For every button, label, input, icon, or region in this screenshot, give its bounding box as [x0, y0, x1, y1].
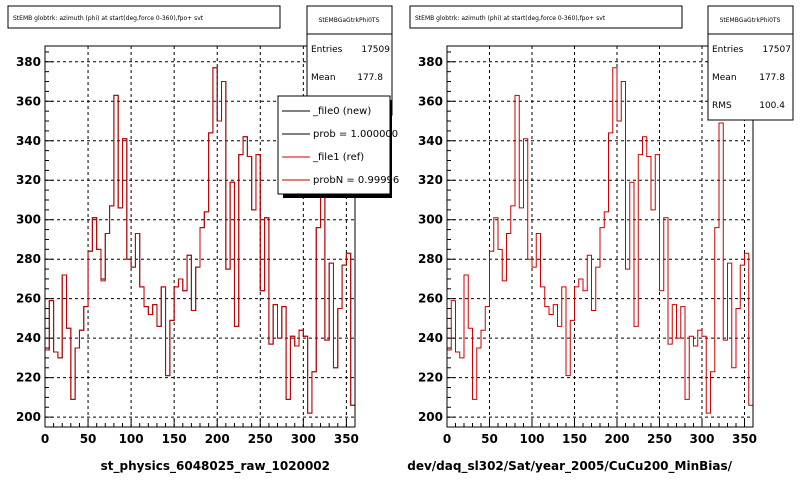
right-ytick-label-1: 220: [418, 371, 443, 385]
left-panel: StEMB globtrk: azimuth (phi) at start(de…: [7, 5, 399, 474]
right-xtick-label-0: 0: [443, 432, 451, 446]
legend-box: [277, 95, 391, 195]
right-xtick-label-2: 100: [519, 432, 544, 446]
right-xtick-label-5: 250: [647, 432, 672, 446]
right-title-box: [409, 5, 683, 29]
right-ytick-label-0: 200: [418, 410, 443, 424]
left-title: StEMB globtrk: azimuth (phi) at start(de…: [13, 15, 204, 22]
right-plot-area: 0 50 100 150 200 250 300 350 200 220 240 260 280 300 3…: [418, 45, 757, 446]
right-ytick-label-7: 340: [418, 134, 443, 148]
right-stats-rms-label: RMS: [712, 101, 732, 111]
left-x-axis-label: st_physics_6048025_raw_1020002: [101, 459, 330, 474]
right-xtick-label-1: 50: [481, 432, 498, 446]
left-stats-entries: 17509: [361, 45, 390, 55]
right-ytick-label-6: 320: [418, 173, 443, 187]
right-stats-name: StEMBGaGtrkPhi0TS: [720, 17, 781, 24]
right-stats-mean-label: Mean: [712, 73, 737, 83]
legend-entry-2: _file1 (ref): [312, 152, 364, 163]
left-ytick-label-9: 380: [16, 55, 41, 69]
left-ytick-label-5: 300: [16, 213, 41, 227]
right-stats-entries: 17507: [762, 45, 791, 55]
right-xtick-label-3: 150: [562, 432, 587, 446]
right-x-axis-label: dev/daq_sl302/Sat/year_2005/CuCu200_MinB…: [407, 459, 732, 474]
legend-entry-1: prob = 1.000000: [313, 129, 398, 140]
left-xtick-label-6: 300: [291, 432, 316, 446]
left-xtick-label-3: 150: [162, 432, 187, 446]
right-xtick-label-7: 350: [732, 432, 757, 446]
right-ytick-label-3: 260: [418, 292, 443, 306]
right-stats-mean: 177.8: [759, 73, 785, 83]
legend: _file0 (new) prob = 1.000000 _file1 (ref…: [277, 95, 399, 198]
left-ytick-label-0: 200: [16, 410, 41, 424]
left-xtick-label-2: 100: [119, 432, 144, 446]
left-ytick-label-1: 220: [16, 371, 41, 385]
left-xtick-label-0: 0: [41, 432, 49, 446]
right-ytick-label-4: 280: [418, 252, 443, 266]
left-ytick-label-3: 260: [16, 292, 41, 306]
left-xtick-label-1: 50: [80, 432, 97, 446]
right-title: StEMB globtrk: azimuth (phi) at start(de…: [415, 15, 606, 22]
left-stats-mean-label: Mean: [311, 73, 336, 83]
right-ytick-label-2: 240: [418, 331, 443, 345]
left-ytick-label-6: 320: [16, 173, 41, 187]
left-ytick-label-7: 340: [16, 134, 41, 148]
left-xtick-label-7: 350: [334, 432, 359, 446]
right-stats-box: [707, 5, 794, 121]
left-xtick-label-5: 250: [248, 432, 273, 446]
left-stats-entries-label: Entries: [311, 45, 343, 55]
left-stats-name: StEMBGaGtrkPhi0TS: [319, 17, 380, 24]
left-stats-mean: 177.8: [357, 73, 383, 83]
right-panel: StEMB globtrk: azimuth (phi) at start(de…: [407, 5, 794, 474]
left-xtick-label-4: 200: [205, 432, 230, 446]
legend-entry-0: _file0 (new): [312, 106, 371, 117]
right-stats-rms: 100.4: [759, 101, 785, 111]
right-stats-entries-label: Entries: [712, 45, 744, 55]
right-histogram-series-0: [447, 67, 754, 414]
right-xtick-label-4: 200: [604, 432, 629, 446]
left-histogram-series-1: [45, 67, 356, 414]
left-ytick-label-4: 280: [16, 252, 41, 266]
right-ytick-label-9: 380: [418, 55, 443, 69]
right-ytick-label-8: 360: [418, 94, 443, 108]
right-xtick-label-6: 300: [689, 432, 714, 446]
legend-entry-3: probN = 0.99996: [313, 175, 399, 186]
right-ytick-label-5: 300: [418, 213, 443, 227]
left-title-box: [7, 5, 281, 29]
left-ytick-label-8: 360: [16, 94, 41, 108]
left-ytick-label-2: 240: [16, 331, 41, 345]
